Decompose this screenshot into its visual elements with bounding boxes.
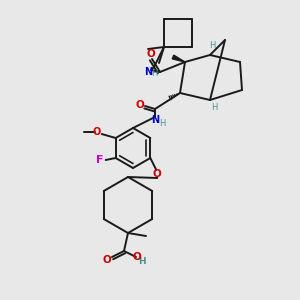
Polygon shape (172, 55, 185, 62)
Text: H: H (159, 118, 165, 127)
Text: H: H (151, 70, 157, 79)
Text: O: O (103, 255, 111, 265)
Text: H: H (211, 103, 217, 112)
Text: F: F (96, 155, 103, 165)
Text: O: O (153, 169, 162, 179)
Text: N: N (144, 67, 152, 77)
Text: O: O (136, 100, 144, 110)
Text: O: O (133, 252, 141, 262)
Text: O: O (93, 127, 101, 137)
Text: H: H (209, 41, 215, 50)
Text: N: N (151, 115, 159, 125)
Text: H: H (138, 256, 146, 266)
Text: O: O (147, 49, 155, 59)
